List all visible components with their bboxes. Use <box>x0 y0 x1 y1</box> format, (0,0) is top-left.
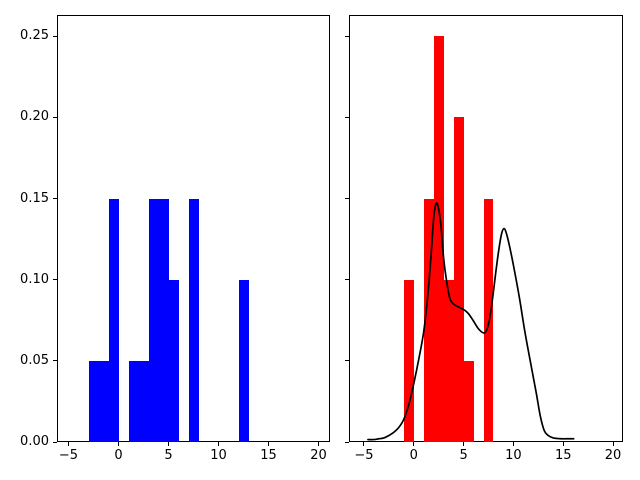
histogram-bar <box>188 198 199 442</box>
histogram-bar <box>128 360 139 442</box>
left-plot-area <box>58 16 329 442</box>
left-axes: −5 0 5 10 15 20 0.00 0.05 0.10 0.15 0.20 0.25 <box>20 15 330 463</box>
y-tick-mark <box>53 441 57 443</box>
y-tick-mark <box>345 116 349 118</box>
histogram-bar <box>88 360 99 442</box>
x-tick-mark <box>168 442 169 446</box>
y-tick-label: 0.10 <box>20 271 49 287</box>
x-tick-label: 0 <box>114 448 123 463</box>
x-tick-label: −5 <box>58 448 79 463</box>
histogram-bar <box>108 198 119 442</box>
x-tick-mark <box>318 442 319 446</box>
y-tick-mark <box>345 360 349 362</box>
histogram-bar <box>238 279 249 442</box>
histogram-bar <box>158 198 169 442</box>
y-tick-label: 0.15 <box>20 190 49 206</box>
x-tick-label: 15 <box>554 448 572 463</box>
histogram-bar <box>423 198 434 442</box>
x-tick-mark <box>413 442 415 446</box>
x-tick-mark <box>512 442 514 446</box>
x-tick-mark <box>363 442 365 446</box>
histogram-bar <box>453 117 464 442</box>
x-tick-label: 10 <box>505 448 522 463</box>
right-plot-area <box>350 16 622 442</box>
x-tick-label: 0 <box>409 448 418 463</box>
y-tick-label: 0.05 <box>20 352 49 368</box>
y-tick-label: 0.00 <box>20 434 49 449</box>
x-tick-mark <box>562 442 564 446</box>
x-tick-mark <box>612 442 614 446</box>
y-tick-mark <box>53 198 57 200</box>
histogram-bar <box>98 360 109 442</box>
y-tick-label: 0.25 <box>20 28 49 44</box>
x-tick-label: 5 <box>459 448 468 463</box>
histogram-bar <box>443 279 454 442</box>
x-tick-mark <box>218 442 219 446</box>
x-tick-label: 20 <box>604 448 622 463</box>
x-tick-label: 20 <box>310 448 327 463</box>
kde-curve-path <box>367 202 575 441</box>
y-tick-mark <box>345 279 349 281</box>
x-tick-mark <box>268 442 269 446</box>
histogram-bar <box>148 198 159 442</box>
y-tick-mark <box>345 441 349 443</box>
x-tick-label: −5 <box>354 448 374 463</box>
histogram-bar <box>463 360 474 442</box>
y-tick-mark <box>53 279 57 281</box>
x-tick-label: 10 <box>210 448 227 463</box>
histogram-bar <box>433 36 444 442</box>
y-tick-label: 0.20 <box>20 109 49 125</box>
x-tick-mark <box>118 442 119 446</box>
x-tick-label: 15 <box>260 448 277 463</box>
x-tick-mark <box>68 442 69 446</box>
y-tick-mark <box>53 35 57 37</box>
y-tick-mark <box>53 116 57 118</box>
density-curve <box>367 202 575 441</box>
y-tick-mark <box>53 360 57 362</box>
histogram-bar <box>168 279 179 442</box>
histogram-bar <box>403 279 414 442</box>
right-axes: −5 0 5 10 15 20 <box>345 15 623 463</box>
y-tick-mark <box>345 35 349 37</box>
x-tick-mark <box>463 442 465 446</box>
y-tick-mark <box>345 198 349 200</box>
histogram-bar <box>138 360 149 442</box>
x-tick-label: 5 <box>164 448 173 463</box>
